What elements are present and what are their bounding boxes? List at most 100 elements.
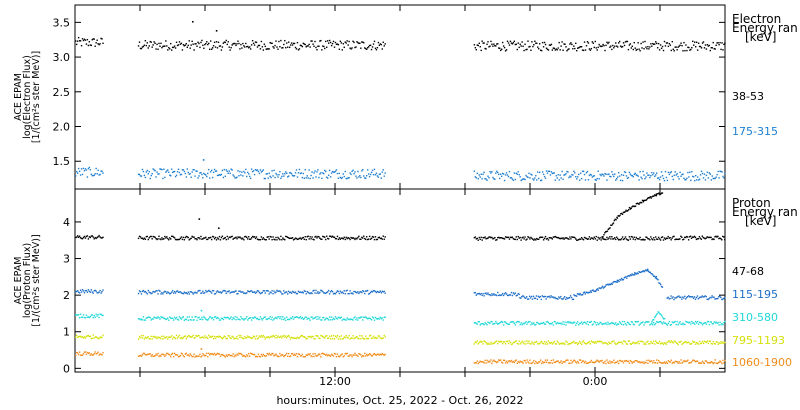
data-point xyxy=(700,238,703,240)
data-point xyxy=(473,362,476,364)
data-point xyxy=(215,353,218,356)
data-point xyxy=(603,238,605,240)
data-point xyxy=(318,236,320,238)
data-point xyxy=(150,292,152,295)
data-point xyxy=(223,335,226,337)
data-point xyxy=(585,45,588,47)
data-point xyxy=(540,179,543,181)
data-point xyxy=(477,362,479,365)
data-point xyxy=(229,317,231,320)
data-point xyxy=(158,289,160,292)
data-point xyxy=(173,45,176,47)
data-point xyxy=(667,45,670,48)
data-point xyxy=(716,236,718,238)
data-point xyxy=(231,169,233,171)
data-point xyxy=(96,173,98,175)
data-point xyxy=(218,174,221,176)
data-point xyxy=(172,292,175,294)
data-point xyxy=(547,170,550,172)
data-point xyxy=(631,362,634,364)
data-point xyxy=(629,238,632,240)
data-point xyxy=(222,42,225,44)
data-point xyxy=(530,343,532,345)
data-point xyxy=(719,295,721,297)
data-point xyxy=(564,298,567,301)
data-point xyxy=(281,239,283,241)
data-point xyxy=(658,282,660,284)
data-point xyxy=(93,337,95,339)
data-point xyxy=(167,291,169,293)
data-point xyxy=(504,50,507,52)
data-point xyxy=(333,318,336,321)
data-point xyxy=(525,297,527,299)
series-115-195 xyxy=(75,268,726,301)
data-point xyxy=(308,292,310,294)
data-point xyxy=(326,237,329,240)
data-point xyxy=(658,238,661,240)
data-point xyxy=(261,319,264,321)
data-point xyxy=(563,43,565,45)
data-point xyxy=(709,173,712,175)
data-point xyxy=(540,322,543,324)
data-point xyxy=(592,289,594,291)
data-point xyxy=(201,39,203,42)
data-point xyxy=(251,291,254,293)
data-point xyxy=(646,47,648,50)
data-point xyxy=(237,354,239,356)
data-point xyxy=(340,42,343,44)
data-point xyxy=(86,291,89,293)
data-point xyxy=(530,323,532,326)
data-point xyxy=(486,237,488,240)
data-point xyxy=(661,236,664,238)
data-point xyxy=(572,322,574,325)
data-point xyxy=(536,42,538,44)
data-point xyxy=(228,290,230,292)
data-point xyxy=(164,355,166,358)
data-point xyxy=(171,317,174,320)
x-axis: 12:00 0:00 xyxy=(139,5,661,388)
data-point xyxy=(138,355,141,357)
data-point xyxy=(317,354,319,356)
data-point xyxy=(624,276,626,278)
data-point xyxy=(724,238,726,241)
data-point xyxy=(339,238,342,240)
data-point xyxy=(327,337,330,339)
data-point xyxy=(347,44,349,46)
data-point xyxy=(217,291,220,293)
data-point xyxy=(218,319,221,321)
data-point xyxy=(639,271,641,274)
data-point xyxy=(553,172,556,174)
data-point xyxy=(479,293,481,296)
data-point xyxy=(203,316,205,318)
data-point xyxy=(499,340,502,342)
data-point xyxy=(516,362,518,365)
data-point xyxy=(276,355,278,357)
data-point xyxy=(686,360,688,363)
data-point xyxy=(280,316,282,318)
data-point xyxy=(81,173,84,176)
data-point xyxy=(569,321,571,323)
data-point xyxy=(317,316,319,318)
data-point xyxy=(655,238,658,240)
data-point xyxy=(354,171,356,173)
data-point xyxy=(655,362,657,364)
data-point xyxy=(691,46,693,49)
data-point xyxy=(363,316,365,318)
data-point xyxy=(695,360,698,362)
data-point xyxy=(279,238,281,241)
data-point xyxy=(580,321,583,323)
data-point xyxy=(262,290,265,292)
data-point xyxy=(484,47,486,50)
data-point xyxy=(541,322,544,325)
data-point xyxy=(660,171,663,173)
series-175-315 xyxy=(75,159,726,182)
y-tick-label: 0 xyxy=(63,362,70,375)
data-point xyxy=(314,317,316,319)
data-point xyxy=(574,47,576,50)
data-point xyxy=(78,292,81,294)
data-point xyxy=(642,270,645,272)
data-point xyxy=(710,236,712,239)
data-point xyxy=(357,170,359,173)
data-point xyxy=(581,360,584,362)
data-point xyxy=(302,172,305,175)
